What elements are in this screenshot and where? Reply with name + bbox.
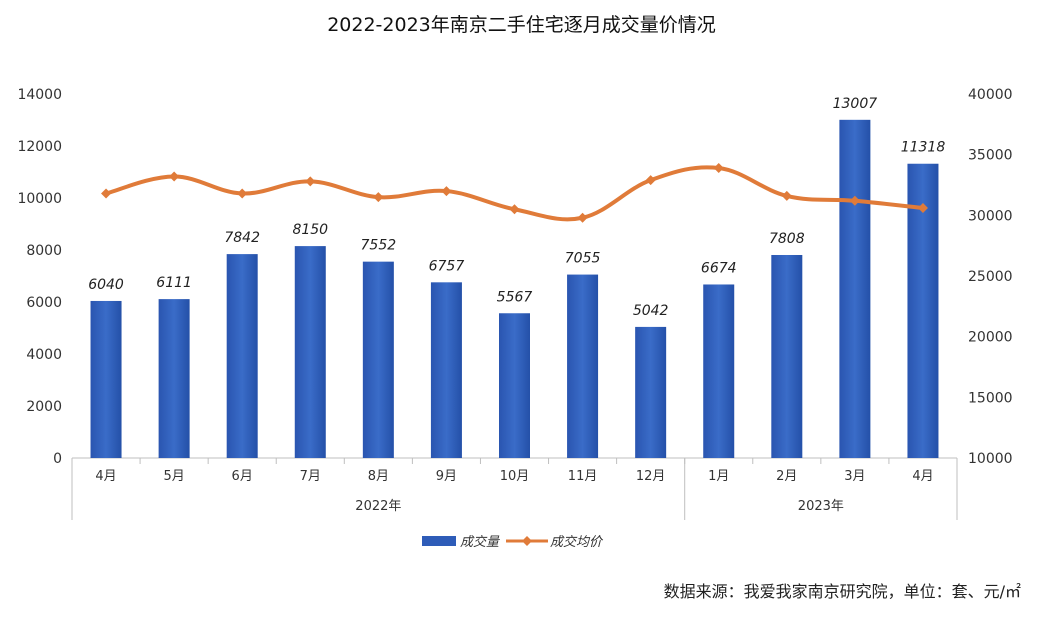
bar-data-label: 7055: [565, 251, 601, 267]
bar: [703, 284, 735, 458]
y-left-tick-label: 0: [53, 451, 62, 467]
legend-swatch-volume: [422, 536, 456, 546]
price-point: [509, 204, 520, 215]
x-group-label: 2022年: [355, 499, 401, 514]
bar: [226, 254, 258, 458]
x-category-label: 1月: [708, 469, 729, 484]
x-category-label: 5月: [163, 469, 184, 484]
y-right-tick-label: 35000: [968, 148, 1013, 164]
bar: [567, 274, 599, 458]
bar: [839, 119, 871, 459]
x-category-label: 4月: [912, 469, 933, 484]
y-right-tick-label: 10000: [968, 451, 1013, 467]
bar: [362, 261, 394, 458]
bar-data-label: 8150: [292, 222, 328, 238]
legend: 成交量 成交均价: [422, 534, 604, 550]
price-point: [237, 188, 248, 199]
price-point: [373, 192, 384, 203]
x-category-label: 7月: [300, 469, 321, 484]
x-category-label: 12月: [636, 469, 666, 484]
x-category-label: 4月: [95, 469, 116, 484]
x-category-label: 6月: [232, 469, 253, 484]
y-right-tick-label: 15000: [968, 390, 1013, 406]
source-note: 数据来源：我爱我家南京研究院，单位：套、元/㎡: [663, 582, 1021, 601]
price-point: [441, 186, 452, 197]
axes-layer: 0 2000 4000 6000 8000 10000 12000 14000 10000 150…: [17, 87, 1013, 520]
y-left-tick-label: 8000: [26, 243, 62, 259]
price-point: [713, 163, 724, 174]
bar-data-label: 11318: [901, 140, 946, 156]
x-category-label: 9月: [436, 469, 457, 484]
legend-label-price: 成交均价: [550, 534, 604, 550]
price-point: [781, 190, 792, 201]
y-left-tick-label: 2000: [26, 399, 62, 415]
bar: [499, 313, 530, 458]
bar: [90, 300, 122, 458]
bar-data-label: 7808: [769, 231, 805, 247]
legend-swatch-price-marker: [522, 536, 532, 546]
y-left-tick-label: 12000: [17, 139, 62, 155]
data-labels-layer: 6040 6111 7842 8150 7552 6757 5567 7055 5042 6674…: [88, 96, 945, 319]
y-right-tick-label: 40000: [968, 87, 1013, 103]
x-group-label: 2023年: [798, 499, 844, 514]
bar: [430, 282, 462, 458]
x-category-label: 11月: [568, 469, 598, 484]
x-category-label: 2月: [776, 469, 797, 484]
price-point: [849, 195, 860, 206]
bar: [158, 299, 190, 458]
line-layer: [101, 163, 928, 223]
bar-data-label: 5567: [497, 289, 533, 305]
bar-data-label: 13007: [833, 96, 878, 112]
y-right-tick-label: 25000: [968, 269, 1013, 285]
bar: [635, 326, 667, 458]
bar-data-label: 7842: [224, 230, 260, 246]
price-point: [101, 188, 112, 199]
y-left-tick-label: 14000: [17, 87, 62, 103]
bar-data-label: 5042: [633, 303, 669, 319]
bar-data-label: 6040: [88, 277, 124, 293]
price-point: [577, 212, 588, 223]
x-category-label: 10月: [500, 469, 530, 484]
bar-data-label: 6111: [156, 275, 192, 291]
legend-label-volume: 成交量: [460, 534, 501, 550]
chart-title: 2022-2023年南京二手住宅逐月成交量价情况: [327, 14, 716, 36]
y-left-tick-label: 6000: [26, 295, 62, 311]
bars-layer: [90, 119, 939, 459]
price-point: [305, 176, 316, 187]
price-point: [917, 203, 928, 214]
x-category-label: 8月: [368, 469, 389, 484]
y-right-tick-label: 20000: [968, 330, 1013, 346]
y-left-tick-label: 10000: [17, 191, 62, 207]
y-left-tick-label: 4000: [26, 347, 62, 363]
bar: [771, 254, 803, 458]
y-right-tick-label: 30000: [968, 208, 1013, 224]
x-category-label: 3月: [844, 469, 865, 484]
price-point: [645, 175, 656, 186]
bar-data-label: 6674: [701, 260, 737, 276]
bar-data-label: 6757: [429, 258, 465, 274]
price-point: [169, 171, 180, 182]
bar: [294, 246, 326, 458]
bar-data-label: 7552: [361, 238, 397, 254]
